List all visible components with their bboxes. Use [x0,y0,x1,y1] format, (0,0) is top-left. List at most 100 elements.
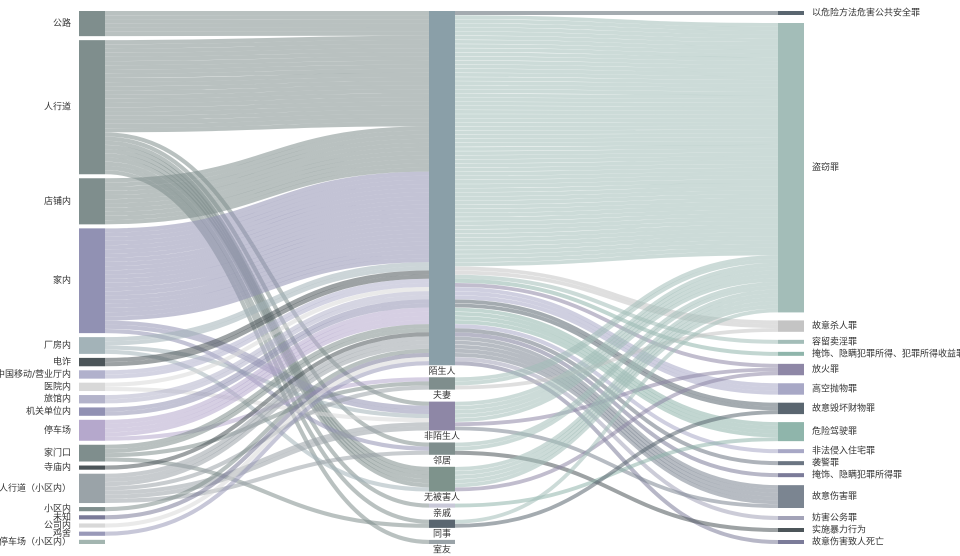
sankey-link [104,167,430,225]
sankey-node-label: 电诈 [53,356,71,368]
sankey-node[interactable] [778,383,804,395]
sankey-node[interactable] [79,407,105,416]
sankey-node[interactable] [429,503,455,508]
sankey-node-label: 未知 [53,511,71,523]
sankey-link [454,52,779,62]
sankey-link [104,332,430,470]
sankey-link [454,289,779,471]
sankey-node[interactable] [79,370,105,379]
sankey-link [454,152,779,160]
sankey-node[interactable] [778,422,804,442]
sankey-node[interactable] [429,11,455,366]
sankey-node[interactable] [79,539,105,544]
sankey-link [454,110,779,115]
sankey-node[interactable] [79,395,105,404]
sankey-node-label: 寺庙内 [44,461,71,473]
sankey-link [454,410,779,528]
sankey-node[interactable] [79,473,105,504]
sankey-node[interactable] [79,11,105,37]
sankey-link [454,353,779,505]
sankey-node-label: 停车场 [44,424,71,436]
sankey-link [454,194,779,205]
sankey-node[interactable] [778,516,804,520]
sankey-node[interactable] [429,401,455,431]
sankey-link [454,243,779,259]
sankey-node[interactable] [778,23,804,313]
sankey-node[interactable] [778,339,804,344]
sankey-node-label: 故意毁坏财物罪 [812,402,875,414]
sankey-node[interactable] [79,465,105,470]
sankey-node[interactable] [429,519,455,528]
sankey-link [454,217,779,230]
sankey-node[interactable] [778,449,804,454]
sankey-links [104,10,779,544]
sankey-link [454,72,779,81]
sankey-node[interactable] [79,507,105,512]
sankey-node-label: 实施暴力行为 [812,524,866,536]
sankey-link [454,19,779,31]
sankey-node[interactable] [778,485,804,508]
sankey-link [454,213,779,226]
sankey-link [454,186,779,197]
sankey-link [454,240,779,254]
sankey-link [104,278,430,375]
sankey-node[interactable] [778,528,804,532]
sankey-node[interactable] [778,320,804,332]
sankey-link [454,247,779,263]
sankey-node[interactable] [79,444,105,462]
sankey-link [104,60,430,70]
sankey-node[interactable] [79,40,105,175]
sankey-node[interactable] [79,523,105,528]
sankey-link [104,208,430,271]
sankey-node[interactable] [778,540,804,544]
sankey-labels: 公路人行道店铺内家内厂房内电诈中国移动/营业厅内医院内旅馆内机关单位内停车场家门… [0,7,960,556]
sankey-node[interactable] [778,473,804,478]
sankey-link [454,274,779,418]
sankey-link [454,133,779,139]
sankey-link [454,31,779,43]
sankey-node[interactable] [79,382,105,392]
sankey-link [104,151,430,208]
sankey-link [104,361,430,536]
sankey-node-label: 放火罪 [812,363,839,375]
sankey-link [104,113,430,124]
sankey-node-label: 无被害人 [424,491,460,503]
sankey-link [104,345,430,419]
sankey-node[interactable] [79,515,105,520]
sankey-node[interactable] [778,363,804,376]
sankey-link [454,48,779,58]
sankey-node-label: 妨害公务罪 [812,512,857,524]
sankey-node[interactable] [429,377,455,390]
sankey-node[interactable] [778,461,804,466]
sankey-node[interactable] [429,466,455,492]
sankey-link [104,344,430,487]
sankey-node[interactable] [79,178,105,225]
sankey-node[interactable] [79,531,105,536]
sankey-link [454,137,779,143]
sankey-link [104,426,430,499]
sankey-link [454,190,779,201]
sankey-node[interactable] [79,337,105,354]
sankey-node[interactable] [429,442,455,455]
sankey-link [104,237,430,300]
sankey-node-label: 公司内 [44,519,71,531]
sankey-node[interactable] [429,539,455,544]
sankey-link [454,437,779,508]
sankey-node[interactable] [778,11,804,15]
sankey-node[interactable] [79,228,105,334]
sankey-node[interactable] [79,357,105,367]
sankey-link [104,122,430,133]
sankey-node-label: 夫妻 [433,389,451,401]
sankey-link [104,171,430,233]
sankey-node[interactable] [778,351,804,356]
sankey-link [454,344,779,497]
sankey-link [104,81,430,91]
sankey-link [454,144,779,151]
sankey-node[interactable] [79,419,105,441]
sankey-link [454,251,779,267]
sankey-node-label: 盗窃罪 [812,161,839,173]
sankey-node-label: 公路 [53,17,71,29]
sankey-node-label: 高空抛物罪 [812,382,857,394]
sankey-link [454,308,779,524]
sankey-node[interactable] [778,402,804,415]
